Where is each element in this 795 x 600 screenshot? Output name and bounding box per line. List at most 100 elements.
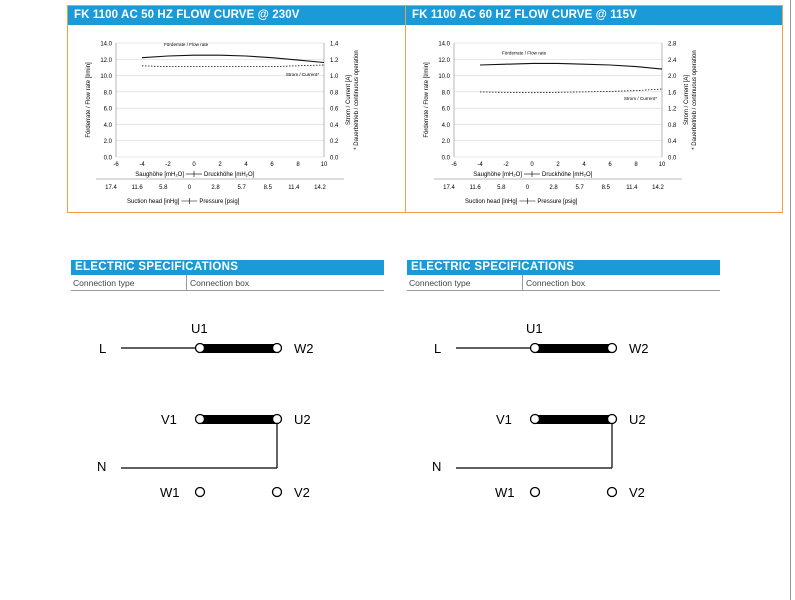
x-tick-label: 6 [270,162,274,168]
label-w2: W2 [629,341,649,356]
winding-bar [535,344,611,353]
x-tick-label: 4 [244,162,248,168]
electric-specs-heading: ELECTRIC SPECIFICATIONS [71,260,384,275]
y-tick-label: 12.0 [438,58,450,64]
x-tick-label: 8 [634,162,638,168]
terminal-u2 [606,413,618,425]
x-right-label: Druckhöhe [mH₂O] [542,172,593,178]
label-w1: W1 [495,485,515,500]
x2-right-label: Pressure [psig] [199,199,239,205]
terminal-u1 [194,342,206,354]
spec-row: Connection type Connection box [407,275,720,291]
page-edge-right [790,0,791,600]
label-u2: U2 [629,412,646,427]
y2-tick-label: 0.0 [330,156,339,162]
x-right-label: Druckhöhe [mH₂O] [204,172,255,178]
terminal-w2 [606,342,618,354]
y2-note: * Dauerbetrieb / continuous operation [692,50,698,149]
winding-bar [200,415,276,424]
flow-chart-50hz: 14.0 12.0 10.0 8.0 6.0 4.0 2.0 0.0 1.4 1.2 1.0 0.8 0… [86,42,360,206]
panel-title: FK 1100 AC 60 HZ FLOW CURVE @ 115V [406,6,782,25]
y2-tick-label: 1.4 [330,42,339,48]
x-tick-label: -4 [139,162,145,168]
y2-tick-label: 0.8 [668,123,677,129]
y-tick-label: 14.0 [100,42,112,48]
y2-tick-label: 0.4 [668,139,677,145]
flow-chart-60hz: 14.0 12.0 10.0 8.0 6.0 4.0 2.0 0.0 2.8 2.4 2.0 1.6 1… [424,42,698,206]
x-tick-label: 4 [582,162,586,168]
x-tick-label: 0 [530,162,534,168]
x2-tick-label: 2.8 [549,185,558,191]
y2-tick-label: 1.2 [330,58,339,64]
x2-tick-label: 8.5 [264,185,273,191]
label-v2: V2 [294,485,310,500]
label-u1: U1 [191,321,208,336]
terminal-v1 [194,413,206,425]
x2-tick-label: 5.8 [159,185,168,191]
spec-label: Connection type [73,278,135,288]
current-series-line [141,64,325,67]
y-tick-label: 8.0 [442,90,451,96]
y2-tick-label: 0.2 [330,139,339,145]
y-tick-label: 14.0 [438,42,450,48]
spec-value: Connection box [526,278,586,288]
series-label: Förderrate / Flow rate [502,50,547,55]
series-label: Strom / Current* [286,72,319,77]
x-tick-label: -6 [451,162,457,168]
x2-right-label: Pressure [psig] [537,199,577,205]
label-v2: V2 [629,485,645,500]
x2-tick-label: 14.2 [314,185,326,191]
x2-tick-label: 5.7 [575,185,584,191]
panel-title: FK 1100 AC 50 HZ FLOW CURVE @ 230V [68,6,444,25]
label-l: L [434,341,441,356]
y-tick-label: 10.0 [438,74,450,80]
y-tick-label: 2.0 [104,139,113,145]
electric-specs-heading: ELECTRIC SPECIFICATIONS [407,260,720,275]
divider [186,275,187,291]
x2-tick-label: 17.4 [105,185,117,191]
flow-curve-panel-50hz: FK 1100 AC 50 HZ FLOW CURVE @ 230V 14.0 1… [67,5,445,213]
y-tick-label: 2.0 [442,139,451,145]
series-label: Förderrate / Flow rate [164,42,209,47]
x-tick-label: 2 [556,162,560,168]
y2-tick-label: 1.6 [668,90,677,96]
x-tick-label: -4 [477,162,483,168]
y2-tick-label: 2.8 [668,42,677,48]
current-series-line [479,88,663,94]
x2-left-label: Suction head [inHg] [127,199,180,205]
terminal-v2 [271,486,283,498]
x-tick-label: 6 [608,162,612,168]
y2-tick-label: 0.8 [330,90,339,96]
x2-tick-label: 11.6 [470,185,482,191]
terminal-u1 [529,342,541,354]
terminal-v2 [606,486,618,498]
flow-series-line [479,62,663,70]
terminal-w1 [529,486,541,498]
x2-tick-label: 8.5 [602,185,611,191]
y-tick-label: 12.0 [100,58,112,64]
x-tick-label: 0 [192,162,196,168]
x-tick-label: 10 [659,162,666,168]
y-tick-label: 0.0 [104,156,113,162]
y-tick-label: 4.0 [104,123,113,129]
label-u1: U1 [526,321,543,336]
x-left-label: Saughöhe [mH₂O] [135,172,184,178]
label-n: N [432,459,441,474]
label-w2: W2 [294,341,314,356]
winding-bar [535,415,611,424]
x2-tick-label: 2.8 [211,185,220,191]
y2-axis-label: Strom / Current [A] [346,75,352,125]
series-label: Strom / Current* [624,96,657,101]
label-l: L [99,341,106,356]
y2-tick-label: 2.0 [668,74,677,80]
x2-left-label: Suction head [inHg] [465,199,518,205]
wiring-diagram: L U1 W2 V1 U2 N W1 V2 [97,321,314,500]
y2-tick-label: 1.2 [668,107,677,113]
x-left-label: Saughöhe [mH₂O] [473,172,522,178]
terminal-w2 [271,342,283,354]
x2-tick-label: 11.4 [288,185,300,191]
y-tick-label: 6.0 [104,107,113,113]
terminal-u2 [271,413,283,425]
y2-tick-label: 0.0 [668,156,677,162]
x2-tick-label: 5.7 [237,185,246,191]
